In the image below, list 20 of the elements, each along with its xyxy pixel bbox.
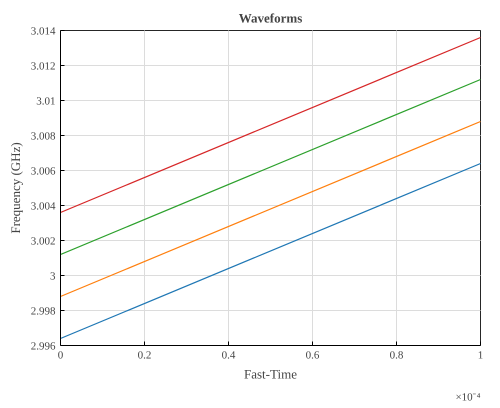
x-tick-label: 0.2 <box>138 350 152 362</box>
x-tick-label: 0.6 <box>306 350 320 362</box>
x-tick-label: 0 <box>58 350 64 362</box>
y-tick-label: 3.008 <box>30 130 56 142</box>
x-tick-label: 1 <box>478 350 484 362</box>
x-tick-label: 0.8 <box>390 350 404 362</box>
y-tick-label: 3.01 <box>36 96 56 108</box>
y-tick-label: 3.012 <box>30 60 56 72</box>
chart-title: Waveforms <box>238 10 302 26</box>
y-tick-label: 3.004 <box>30 200 56 212</box>
y-axis-title: Frequency (GHz) <box>8 142 23 234</box>
text: ×10⁻⁴ <box>455 392 481 404</box>
y-tick-label: 2.998 <box>30 306 56 318</box>
y-tick-label: 3.014 <box>30 26 56 38</box>
x-axis-title: Fast-Time <box>244 366 298 382</box>
y-tick-label: 3.006 <box>30 166 56 178</box>
y-tick-label: 3 <box>50 270 56 282</box>
y-tick-label: 3.002 <box>30 236 56 248</box>
y-tick-label: 2.996 <box>30 340 56 352</box>
x-tick-label: 0.4 <box>222 350 236 362</box>
